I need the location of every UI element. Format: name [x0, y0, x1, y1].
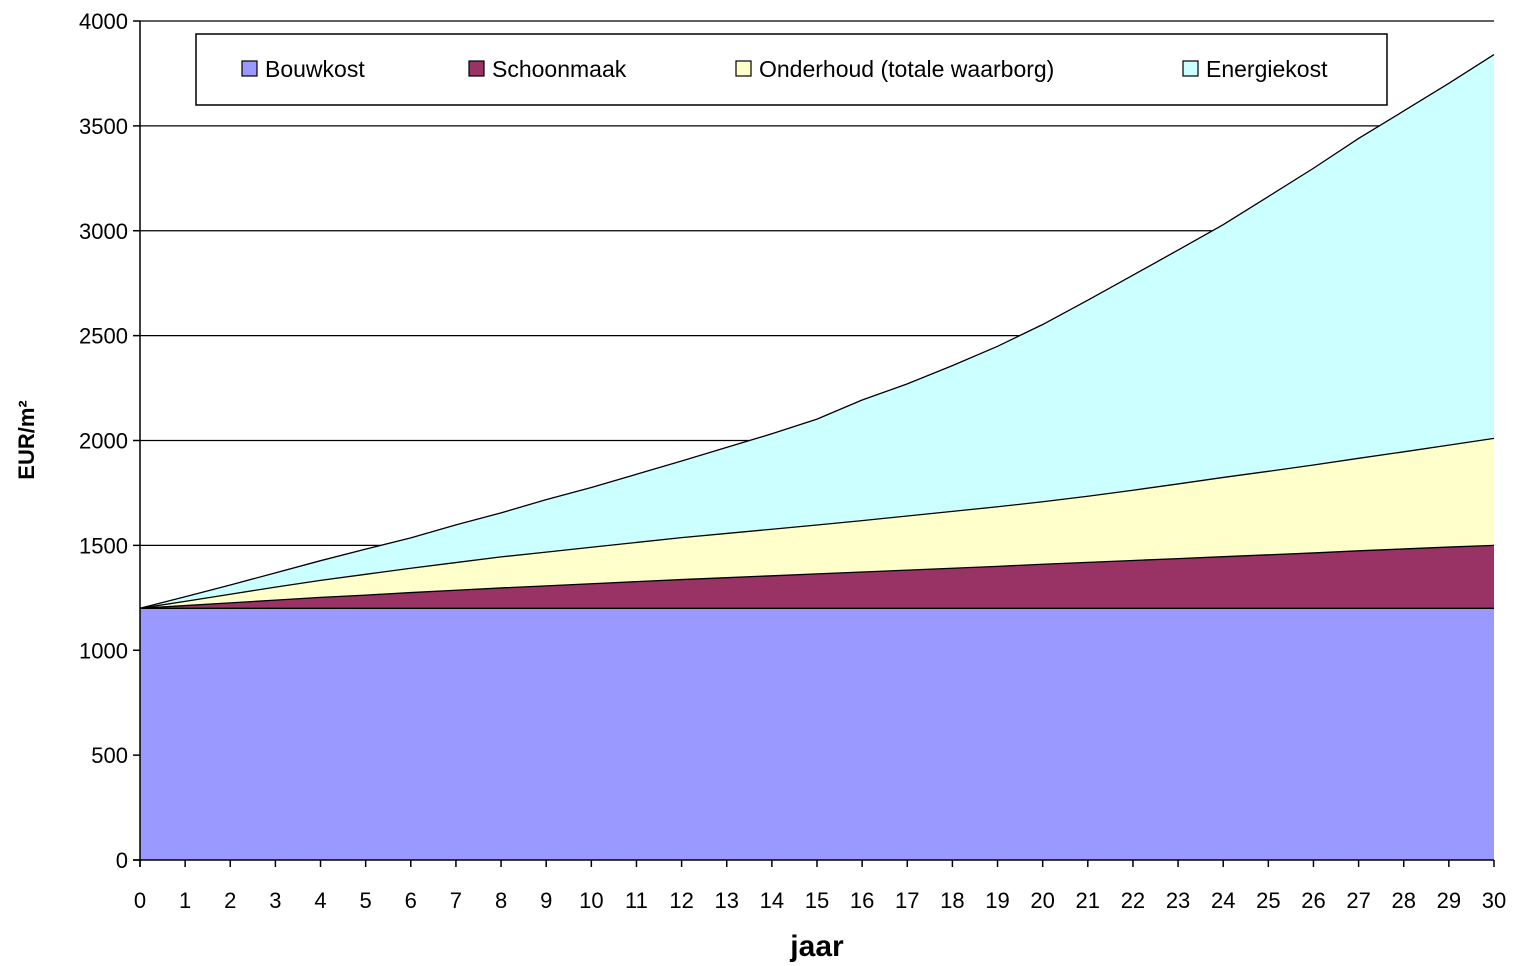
x-tick-label: 18 [940, 888, 964, 913]
y-axis-title: EUR/m² [14, 400, 39, 479]
x-tick-label: 28 [1391, 888, 1415, 913]
x-tick-label: 14 [760, 888, 784, 913]
y-tick-label: 0 [116, 848, 128, 873]
x-tick-label: 21 [1076, 888, 1100, 913]
x-tick-label: 12 [669, 888, 693, 913]
x-axis-title: jaar [789, 930, 844, 963]
x-tick-label: 1 [179, 888, 191, 913]
x-tick-label: 29 [1437, 888, 1461, 913]
x-tick-label: 30 [1482, 888, 1506, 913]
legend-label: Energiekost [1206, 56, 1328, 82]
series-line-3 [139, 54, 1495, 609]
area-bouwkost [140, 608, 1494, 860]
x-tick-label: 10 [579, 888, 603, 913]
x-tick-label: 0 [134, 888, 146, 913]
area-energiekost [140, 54, 1494, 609]
x-tick-label: 4 [314, 888, 326, 913]
legend-label: Schoonmaak [492, 56, 627, 82]
legend-item: Schoonmaak [468, 56, 627, 82]
y-tick-label: 500 [91, 743, 128, 768]
y-tick-label: 3500 [79, 114, 128, 139]
y-tick-label: 2500 [79, 324, 128, 349]
x-tick-label: 17 [895, 888, 919, 913]
legend: Bouwkost Schoonmaak Onderhoud (totale waar… [195, 33, 1388, 106]
legend-swatch [241, 60, 258, 77]
y-tick-label: 1500 [79, 533, 128, 558]
x-tick-label: 16 [850, 888, 874, 913]
y-tick-label: 3000 [79, 219, 128, 244]
x-tick-labels: 0 1 2 3 4 5 6 7 8 9 10 11 12 13 14 15 16 17 18 19 20 21 22 23 24… [134, 888, 1506, 913]
area-onderhoud-totale-waarborg [140, 438, 1494, 609]
x-tick-label: 13 [714, 888, 738, 913]
y-tick-labels: 0 500 1000 1500 2000 2500 3000 3500 4000 [79, 9, 128, 873]
area-edges [139, 54, 1495, 609]
gridlines [140, 20, 1494, 547]
x-tick-label: 5 [360, 888, 372, 913]
legend-item: Onderhoud (totale waarborg) [735, 56, 1054, 82]
x-tick-label: 25 [1256, 888, 1280, 913]
area-schoonmaak [140, 545, 1494, 609]
legend-item: Bouwkost [241, 56, 365, 82]
legend-swatch [735, 60, 752, 77]
x-tick-label: 6 [405, 888, 417, 913]
series-line-1 [139, 544, 1495, 609]
x-tick-label: 27 [1346, 888, 1370, 913]
legend-label: Onderhoud (totale waarborg) [759, 56, 1054, 82]
x-tick-label: 2 [224, 888, 236, 913]
y-tick-label: 4000 [79, 9, 128, 34]
x-tick-label: 9 [540, 888, 552, 913]
x-tick-label: 8 [495, 888, 507, 913]
legend-label: Bouwkost [265, 56, 365, 82]
x-tick-label: 22 [1121, 888, 1145, 913]
x-tick-label: 3 [269, 888, 281, 913]
area-layers [140, 54, 1494, 860]
series-line-2 [139, 437, 1495, 609]
x-tick-label: 26 [1301, 888, 1325, 913]
x-tick-label: 15 [805, 888, 829, 913]
x-tick-label: 7 [450, 888, 462, 913]
y-tick-label: 1000 [79, 638, 128, 663]
x-tick-label: 20 [1030, 888, 1054, 913]
x-tick-label: 19 [985, 888, 1009, 913]
axes [133, 20, 1495, 867]
legend-swatch [1182, 60, 1199, 77]
x-tick-label: 11 [625, 888, 648, 913]
x-tick-label: 24 [1211, 888, 1235, 913]
legend-item: Energiekost [1182, 56, 1328, 82]
x-tick-label: 23 [1166, 888, 1190, 913]
legend-swatch [468, 60, 485, 77]
y-tick-label: 2000 [79, 429, 128, 454]
